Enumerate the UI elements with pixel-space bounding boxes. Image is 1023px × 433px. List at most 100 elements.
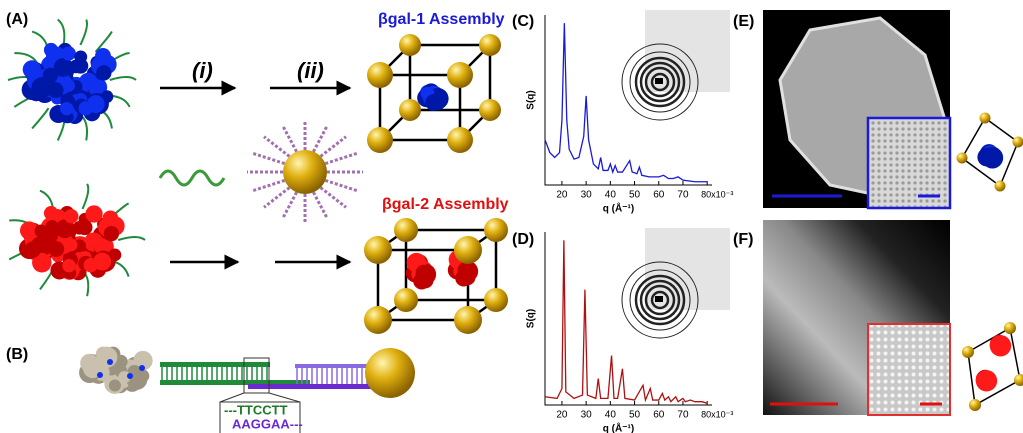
gold-nanoparticle <box>364 236 392 264</box>
beamstop <box>655 78 663 84</box>
protein-atom <box>46 220 59 233</box>
gold-nanoparticle <box>283 150 327 194</box>
dna-duplex <box>248 384 378 389</box>
dna-linker <box>160 171 224 185</box>
protein-atom <box>96 65 111 80</box>
y-axis-label: S(q) <box>526 309 537 328</box>
gold-nanoparticle <box>364 306 392 334</box>
dna-spoke <box>321 137 346 157</box>
label: βgal-2 Assembly <box>382 196 509 213</box>
protein-atom <box>24 242 40 258</box>
protein-atom <box>85 205 102 222</box>
protein-atom <box>62 259 75 272</box>
protein-atom <box>104 226 119 241</box>
protein-atom <box>48 82 64 98</box>
y-axis-label: S(q) <box>526 90 537 109</box>
label: βgal-1 Assembly <box>378 11 505 28</box>
panel-label: (A) <box>6 11 28 28</box>
dna-spoke <box>313 192 327 218</box>
protein-atom <box>137 369 150 382</box>
dna-spoke <box>313 126 327 152</box>
gold-nanoparticle <box>1013 137 1023 148</box>
protein-atom <box>64 209 78 223</box>
gold-nanoparticle <box>394 288 418 312</box>
panel-label: (D) <box>512 231 534 248</box>
panel-label: (B) <box>6 346 28 363</box>
x-tick-label: 80x10⁻³ <box>701 409 733 419</box>
dna-strand <box>32 108 48 128</box>
dna-spoke <box>321 188 346 208</box>
x-tick-label: 60 <box>653 190 665 201</box>
gold-nanoparticle <box>367 127 393 153</box>
x-tick-label: 40 <box>605 410 617 421</box>
protein-atom <box>976 370 997 391</box>
x-tick-label: 60 <box>653 410 665 421</box>
protein-atom <box>60 102 73 115</box>
dna-strand <box>118 237 145 240</box>
gold-nanoparticle <box>479 99 501 121</box>
dna-spoke <box>251 180 284 191</box>
label-site <box>107 359 113 365</box>
protein-atom <box>416 265 433 282</box>
inset <box>868 324 950 415</box>
gold-nanoparticle <box>399 34 421 56</box>
x-tick-label: 40 <box>605 190 617 201</box>
gold-nanoparticle <box>484 288 508 312</box>
dna-spoke <box>264 188 289 208</box>
dna-spoke <box>325 180 358 191</box>
protein-atom <box>425 94 442 111</box>
dna-duplex <box>160 362 270 367</box>
protein-atom <box>109 379 121 391</box>
x-tick-label: 70 <box>677 410 689 421</box>
panel-label: (E) <box>733 13 754 30</box>
gold-nanoparticle <box>479 34 501 56</box>
gold-nanoparticle <box>447 127 473 153</box>
gold-nanoparticle <box>980 113 991 124</box>
dna-spoke <box>325 153 358 164</box>
panel-label: (F) <box>733 231 753 248</box>
dna-strand <box>58 20 65 45</box>
dna-duplex <box>295 364 370 368</box>
gold-nanoparticle <box>957 153 968 164</box>
x-tick-label: 50 <box>629 410 641 421</box>
gold-nanoparticle <box>454 236 482 264</box>
gold-nanoparticle <box>394 218 418 242</box>
panel-label: (C) <box>512 13 534 30</box>
gold-nanoparticle <box>399 99 421 121</box>
dna-spoke <box>283 126 297 152</box>
dna-spoke <box>264 137 289 157</box>
dna-spoke <box>251 153 284 164</box>
gold-nanoparticle <box>454 306 482 334</box>
label: AAGGAA--- <box>232 416 303 431</box>
label-site <box>97 372 103 378</box>
x-tick-label: 30 <box>581 190 593 201</box>
label-site <box>139 365 145 371</box>
dna-spoke <box>283 192 297 218</box>
gold-nanoparticle <box>365 348 415 398</box>
x-axis-label: q (Å⁻¹) <box>603 422 634 433</box>
label: ---TTCCTT <box>224 402 288 417</box>
protein-atom <box>93 253 111 271</box>
label: (ii) <box>297 58 324 83</box>
gold-nanoparticle <box>1004 322 1016 334</box>
beamstop <box>655 296 663 302</box>
protein-atom <box>87 95 105 113</box>
protein-atom <box>990 335 1011 356</box>
protein-atom <box>80 354 98 372</box>
gold-nanoparticle <box>962 346 974 358</box>
protein-atom <box>43 68 58 83</box>
protein-atom <box>65 239 78 252</box>
gold-nanoparticle <box>1014 374 1023 386</box>
gold-nanoparticle <box>969 399 981 411</box>
gold-nanoparticle <box>367 62 393 88</box>
dna-strand <box>82 184 88 209</box>
gold-nanoparticle <box>447 62 473 88</box>
protein-atom <box>977 148 996 167</box>
protein-atom <box>62 46 76 60</box>
protein-atom <box>458 262 475 279</box>
dna-strand <box>110 77 136 80</box>
dna-strand <box>80 20 87 45</box>
gold-nanoparticle <box>995 181 1006 192</box>
x-tick-label: 30 <box>581 410 593 421</box>
gold-nanoparticle <box>484 218 508 242</box>
